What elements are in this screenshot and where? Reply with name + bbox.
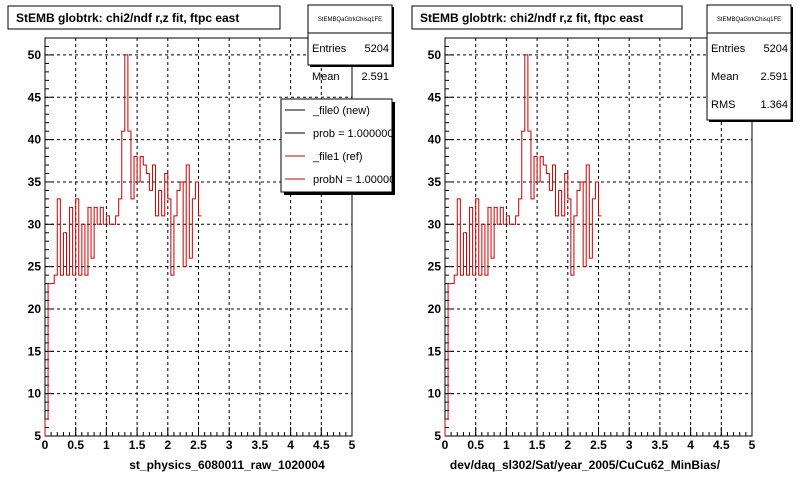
stats-value: 2.591 (760, 71, 788, 83)
title-box (411, 5, 683, 30)
chart-title: StEMB globtrk: chi2/ndf r,z fit, ftpc ea… (420, 11, 643, 25)
stats-frame (706, 4, 792, 121)
x-tick-label: 5 (749, 438, 756, 452)
x-tick-label: 0 (442, 438, 449, 452)
stats-value: 1.364 (760, 99, 788, 111)
x-tick-label: 2.5 (590, 438, 607, 452)
x-tick-label: 1.5 (129, 438, 146, 452)
stats-name: StEMBQaGtrkChisq1FE (717, 17, 781, 23)
y-tick-label: 30 (428, 217, 442, 231)
legend-entries: _file0 (new) prob = 1.000000 _file1 (ref) p… (285, 105, 401, 186)
x-tick-label: 0 (42, 438, 49, 452)
x-tick-label: 1.5 (529, 438, 546, 452)
x-tick-label: 0.5 (67, 438, 84, 452)
y-tick-label: 50 (28, 48, 42, 62)
y-tick-label: 40 (428, 133, 442, 147)
grid (445, 38, 752, 436)
x-tick-label: 3.5 (252, 438, 269, 452)
x-tick-label: 2.5 (190, 438, 207, 452)
stats-label: Mean (312, 71, 340, 83)
stats-value: 5204 (764, 43, 788, 55)
y-tick-label: 20 (28, 302, 42, 316)
title-box (7, 5, 281, 30)
x-tick-label: 4 (287, 438, 294, 452)
chart-panel-2: 0 0.5 1 1.5 2 2.5 3 3.5 4 4.5 5 5 10 15 20 25 30 35 40 45 50… (411, 4, 793, 472)
stats-label: RMS (711, 99, 735, 111)
y-tick-label: 25 (428, 260, 442, 274)
y-tick-label: 15 (28, 344, 42, 358)
stats-frame (307, 4, 393, 66)
legend: _file0 (new) prob = 1.000000 _file1 (ref) p… (280, 98, 401, 195)
x-tick-label: 2 (164, 438, 171, 452)
x-tick-label: 4.5 (713, 438, 730, 452)
stats-box: StEMBQaGtrkChisq1FE Entries 5204 Mean 2.591 (307, 4, 394, 83)
y-tick-label: 40 (28, 133, 42, 147)
legend-label: _file0 (new) (312, 105, 370, 117)
stats-label: Mean (711, 71, 739, 83)
x-axis-label: st_physics_6080011_raw_1020004 (129, 458, 325, 472)
y-tick-label: 10 (428, 387, 442, 401)
stats-label: Entries (312, 43, 347, 55)
chart-title: StEMB globtrk: chi2/ndf r,z fit, ftpc ea… (16, 11, 239, 25)
x-tick-label: 1 (503, 438, 510, 452)
stats-value: 5204 (365, 43, 389, 55)
histogram-series (444, 54, 602, 436)
y-tick-label: 50 (428, 48, 442, 62)
legend-label: _file1 (ref) (312, 151, 363, 163)
x-tick-label: 1 (103, 438, 110, 452)
x-tick-label: 4 (687, 438, 694, 452)
x-axis-label: dev/daq_sl302/Sat/year_2005/CuCu62_MinBi… (450, 458, 721, 472)
stats-box: StEMBQaGtrkChisq1FE Entries 5204 Mean 2.591 R… (706, 4, 793, 122)
x-tick-label: 4.5 (313, 438, 330, 452)
y-tick-label: 45 (28, 90, 42, 104)
y-tick-label: 5 (34, 429, 41, 443)
x-tick-label: 2 (564, 438, 571, 452)
y-tick-label: 5 (434, 429, 441, 443)
y-tick-label: 25 (28, 260, 42, 274)
y-tick-label: 35 (28, 175, 42, 189)
y-tick-label: 10 (28, 387, 42, 401)
y-tick-label: 20 (428, 302, 442, 316)
y-tick-label: 15 (428, 344, 442, 358)
chart-panel-1: 0 0.5 1 1.5 2 2.5 3 3.5 4 4.5 5 5 10 15 20 25 30 35 40 45 50… (7, 4, 401, 472)
stats-label: Entries (711, 43, 746, 55)
stats-value: 2.591 (361, 71, 389, 83)
x-tick-label: 5 (349, 438, 356, 452)
histogram-series (44, 54, 202, 436)
y-tick-label: 35 (428, 175, 442, 189)
x-tick-label: 3 (226, 438, 233, 452)
y-tick-label: 30 (28, 217, 42, 231)
legend-label: prob = 1.000000 (313, 128, 393, 140)
y-tick-label: 45 (428, 90, 442, 104)
stats-name: StEMBQaGtrkChisq1FE (318, 17, 382, 23)
x-tick-label: 0.5 (467, 438, 484, 452)
x-tick-label: 3 (626, 438, 633, 452)
legend-label: probN = 1.000000 (313, 174, 401, 186)
x-tick-label: 3.5 (652, 438, 669, 452)
legend-frame (280, 98, 393, 193)
